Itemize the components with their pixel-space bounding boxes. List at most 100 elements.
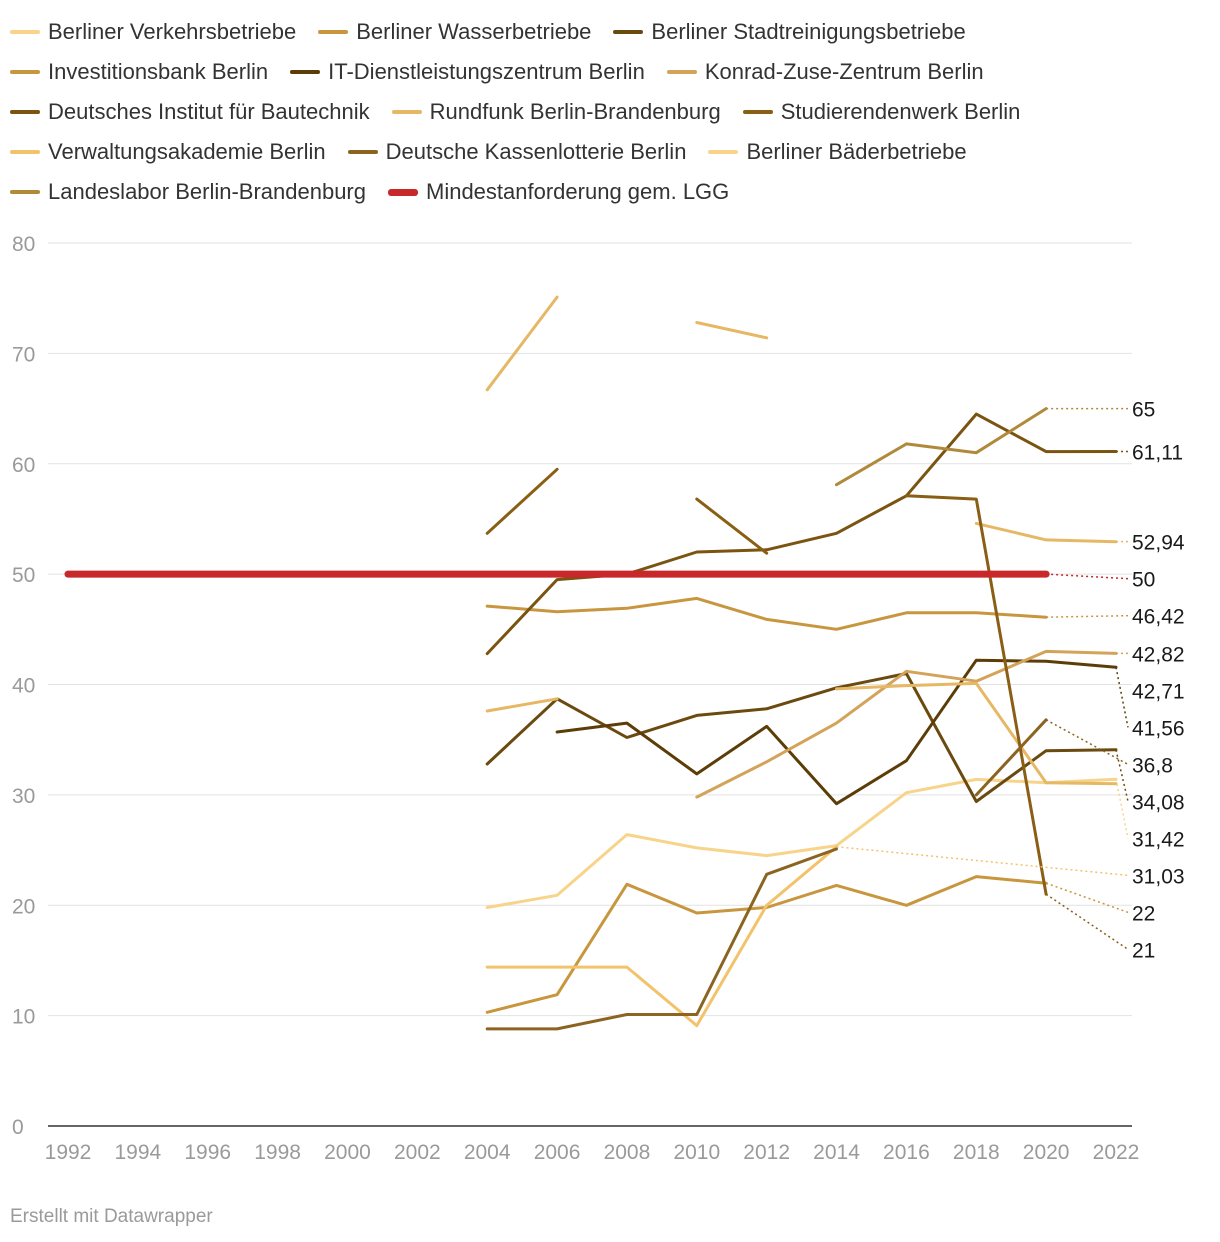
label-connector — [1115, 749, 1129, 802]
y-tick-label: 40 — [12, 675, 35, 698]
y-tick-label: 80 — [12, 233, 35, 256]
label-connector — [1046, 614, 1129, 618]
legend-item: Berliner Stadtreinigungsbetriebe — [613, 19, 966, 45]
legend-item: Landeslabor Berlin-Brandenburg — [10, 179, 366, 205]
legend-swatch — [347, 150, 378, 154]
y-tick-label: 20 — [12, 895, 35, 918]
x-tick-label: 2022 — [1093, 1141, 1140, 1164]
x-tick-label: 1992 — [45, 1141, 92, 1164]
footer-credit: Erstellt mit Datawrapper — [10, 1206, 213, 1227]
y-tick-label: 10 — [12, 1006, 35, 1029]
series-line — [695, 497, 769, 555]
legend-item: Konrad-Zuse-Zentrum Berlin — [666, 59, 984, 85]
series-line — [695, 649, 1118, 799]
label-connector — [1046, 573, 1129, 580]
end-label: 42,82 — [1132, 643, 1185, 666]
series-line — [695, 321, 769, 340]
y-tick-label: 60 — [12, 454, 35, 477]
y-tick-label: 30 — [12, 785, 35, 808]
series-line — [485, 847, 838, 1031]
end-label: 42,71 — [1132, 680, 1185, 703]
legend-label: Berliner Bäderbetriebe — [746, 139, 967, 164]
y-tick-label: 70 — [12, 343, 35, 366]
end-label: 31,03 — [1132, 865, 1185, 888]
series-line — [485, 467, 559, 535]
label-connector — [836, 846, 1129, 877]
legend-swatch — [666, 70, 697, 74]
legend-label: Berliner Verkehrsbetriebe — [48, 19, 297, 44]
series-lines — [64, 295, 1118, 1031]
end-label-connectors — [836, 407, 1129, 950]
end-label: 52,94 — [1132, 532, 1185, 555]
label-connector — [1045, 893, 1129, 950]
y-tick-label: 0 — [12, 1116, 24, 1139]
legend-swatch — [10, 70, 40, 74]
label-connector — [1045, 882, 1129, 914]
end-labels: 65 61,11 52,94 50 46,42 42,82 42,71 41,56 36,8 34… — [1132, 399, 1185, 963]
legend-label: Konrad-Zuse-Zentrum Berlin — [704, 59, 984, 84]
legend-item: Mindestanforderung gem. LGG — [388, 179, 729, 205]
legend-row: Deutsches Institut für Bautechnik Rundfun… — [10, 92, 1210, 132]
label-connector — [1115, 667, 1129, 728]
legend-swatch — [391, 110, 422, 114]
legend-swatch — [388, 188, 418, 196]
x-tick-label: 2010 — [673, 1141, 720, 1164]
legend-label: IT-Dienstleistungszentrum Berlin — [328, 59, 645, 84]
legend-row: Verwaltungsakademie Berlin Deutsche Kasse… — [10, 132, 1210, 172]
legend-item: Verwaltungsakademie Berlin — [10, 139, 326, 165]
series-line — [974, 718, 1048, 797]
series-line — [974, 521, 1118, 544]
end-label: 65 — [1132, 399, 1155, 422]
series-line — [485, 672, 1118, 803]
legend-swatch — [742, 110, 773, 114]
legend-swatch — [290, 70, 321, 74]
legend-row: Landeslabor Berlin-Brandenburg Mindestanf… — [10, 172, 1210, 212]
legend-label: Berliner Wasserbetriebe — [356, 19, 592, 44]
end-label: 61,11 — [1132, 441, 1183, 464]
series-line — [485, 596, 1048, 631]
legend-swatch — [708, 150, 739, 154]
x-tick-label: 2018 — [953, 1141, 1000, 1164]
legend-label: Deutsches Institut für Bautechnik — [48, 99, 370, 124]
legend-label: Mindestanforderung gem. LGG — [426, 179, 730, 204]
legend-item: Berliner Wasserbetriebe — [318, 19, 591, 45]
legend-item: Berliner Verkehrsbetriebe — [10, 19, 296, 45]
end-label: 41,56 — [1132, 717, 1185, 740]
legend-swatch — [10, 30, 40, 34]
x-tick-label: 2008 — [604, 1141, 651, 1164]
y-axis: 0 10 20 30 40 50 60 70 80 — [12, 233, 35, 1139]
x-tick-label: 2020 — [1023, 1141, 1070, 1164]
series-line — [485, 875, 1048, 1014]
legend-item: Studierendenwerk Berlin — [742, 99, 1020, 125]
x-tick-label: 2016 — [883, 1141, 930, 1164]
legend-swatch — [10, 110, 40, 114]
x-tick-label: 1998 — [254, 1141, 301, 1164]
series-line — [485, 845, 838, 1028]
series-line — [904, 494, 1048, 896]
end-label: 34,08 — [1132, 791, 1185, 814]
legend-item: IT-Dienstleistungszentrum Berlin — [290, 59, 645, 85]
series-line — [835, 681, 1118, 786]
legend-label: Verwaltungsakademie Berlin — [48, 139, 326, 164]
legend-item: Berliner Bäderbetriebe — [708, 139, 967, 165]
legend-label: Berliner Stadtreinigungsbetriebe — [651, 19, 966, 44]
series-line — [835, 407, 1048, 487]
legend-swatch — [318, 30, 349, 34]
legend-item: Deutsches Institut für Bautechnik — [10, 99, 370, 125]
end-label: 31,42 — [1132, 828, 1185, 851]
label-connector — [1115, 779, 1129, 839]
series-line — [485, 295, 559, 392]
end-label: 21 — [1132, 939, 1155, 962]
x-tick-label: 2012 — [743, 1141, 790, 1164]
legend-row: Investitionsbank Berlin IT-Dienstleistung… — [10, 52, 1210, 92]
legend-swatch — [613, 30, 644, 34]
legend-item: Investitionsbank Berlin — [10, 59, 268, 85]
legend-swatch — [10, 190, 40, 194]
x-tick-label: 2002 — [394, 1141, 441, 1164]
legend-label: Rundfunk Berlin-Brandenburg — [429, 99, 721, 124]
legend-swatch — [10, 150, 40, 154]
x-tick-label: 1996 — [184, 1141, 231, 1164]
end-label: 50 — [1132, 569, 1155, 592]
legend-label: Landeslabor Berlin-Brandenburg — [48, 179, 366, 204]
